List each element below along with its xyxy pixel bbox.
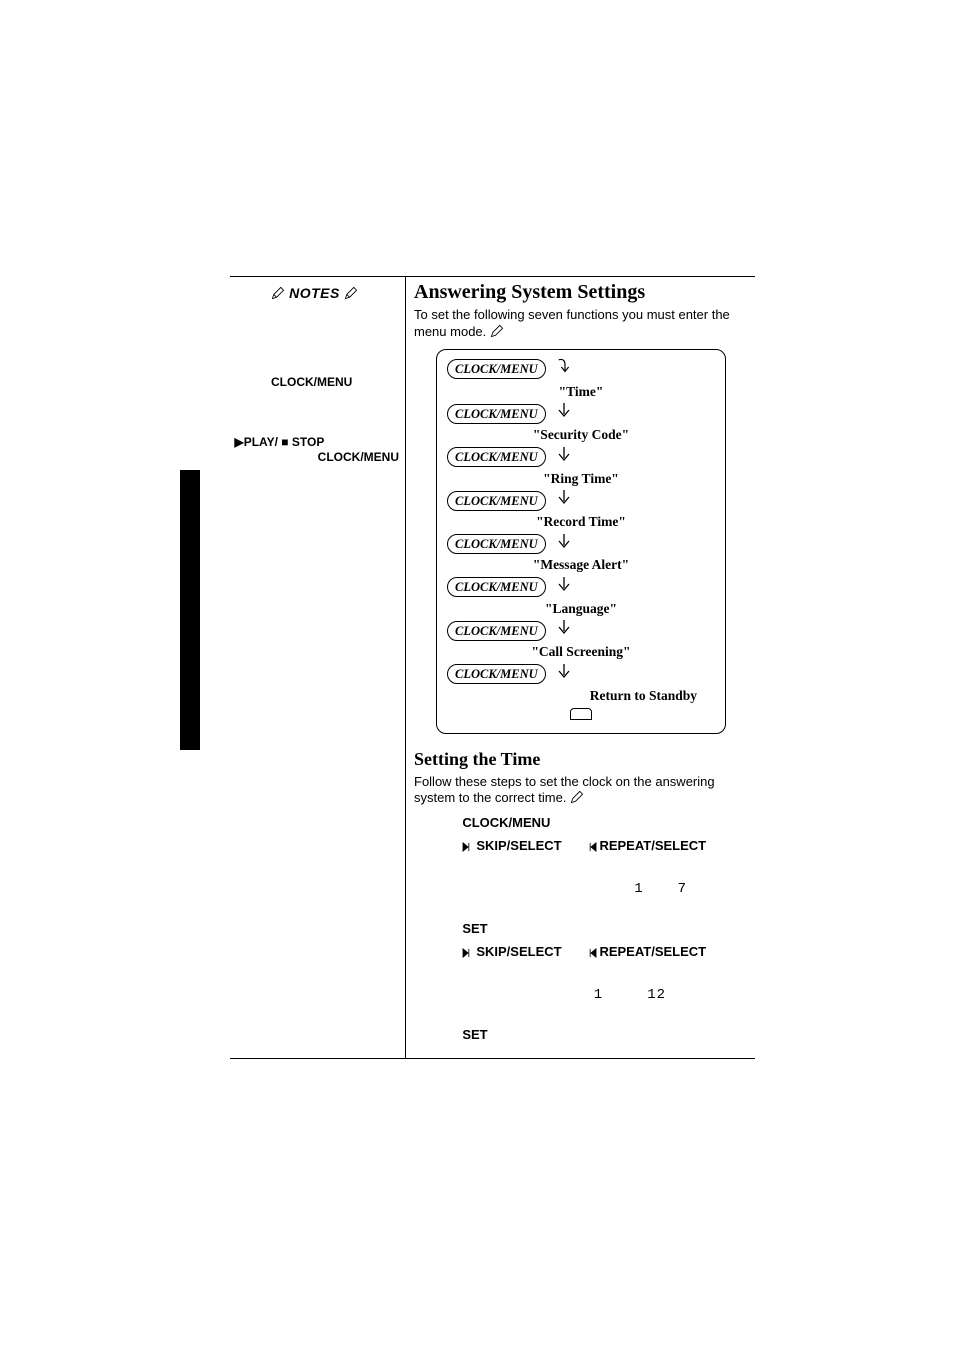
- flow-step-label: "Time": [447, 383, 715, 401]
- clock-menu-pill: CLOCK/MENU: [447, 621, 546, 641]
- pen-icon: [344, 286, 358, 305]
- step5-skip-select: SKIP/SELECT: [462, 944, 565, 959]
- skip-icon: [462, 946, 474, 963]
- step6-seg-a: 1: [594, 987, 603, 1003]
- flow-row: CLOCK/MENU: [447, 446, 715, 469]
- flow-row: CLOCK/MENU: [447, 357, 715, 382]
- step1-clock-menu: CLOCK/MENU: [462, 815, 550, 830]
- flow-row: CLOCK/MENU: [447, 576, 715, 599]
- section2-intro-text: Follow these steps to set the clock on t…: [414, 774, 715, 806]
- heading-answering-system-settings: Answering System Settings: [414, 279, 755, 305]
- page-frame: NOTES xx xx x xx xx x xx x xx x xx xx xx…: [230, 276, 755, 1059]
- flow-row: CLOCK/MENU: [447, 663, 715, 686]
- repeat-icon: [585, 946, 597, 963]
- skip-icon: [462, 840, 474, 857]
- step3-seg-b: 7: [678, 881, 687, 897]
- step5-repeat-select: REPEAT/SELECT: [585, 944, 709, 959]
- flow-step-label: "Security Code": [447, 426, 715, 444]
- step-3: x x x x x x x x x x x x x x x x x x x x …: [432, 880, 755, 915]
- flow-step-label: "Call Screening": [447, 643, 715, 661]
- down-arrow-icon: [556, 619, 572, 642]
- step3-seg-a: 1: [634, 881, 643, 897]
- step4-set: SET: [462, 921, 487, 936]
- section1-intro-text: To set the following seven functions you…: [414, 307, 730, 339]
- down-arrow-icon: [556, 446, 572, 469]
- down-arrow-icon: [556, 533, 572, 556]
- step2-repeat-select: REPEAT/SELECT: [585, 838, 709, 853]
- hook-arrow-icon: [556, 357, 574, 382]
- notes-clock-menu: CLOCK/MENU: [271, 375, 352, 389]
- flow-row: CLOCK/MENU: [447, 533, 715, 556]
- flow-row: CLOCK/MENU: [447, 402, 715, 425]
- step7-set: SET: [462, 1027, 487, 1042]
- side-tab: [180, 470, 200, 750]
- repeat-icon: [585, 840, 597, 857]
- clock-menu-pill: CLOCK/MENU: [447, 534, 546, 554]
- clock-menu-pill: CLOCK/MENU: [447, 404, 546, 424]
- step-6: x x x x x x x x x x x x x x x x 1 x x x …: [432, 986, 755, 1021]
- notes-column: NOTES xx xx x xx xx x xx x xx x xx xx xx…: [230, 277, 406, 1058]
- heading-setting-the-time: Setting the Time: [414, 748, 755, 771]
- clock-menu-pill: CLOCK/MENU: [447, 447, 546, 467]
- down-arrow-icon: [556, 402, 572, 425]
- section1-intro: To set the following seven functions you…: [414, 307, 755, 343]
- flow-step-label: "Ring Time": [447, 470, 715, 488]
- clock-menu-pill: CLOCK/MENU: [447, 359, 546, 379]
- clock-menu-pill: CLOCK/MENU: [447, 491, 546, 511]
- flow-step-label: "Record Time": [447, 513, 715, 531]
- section2-intro: Follow these steps to set the clock on t…: [414, 774, 755, 810]
- pen-icon: [490, 324, 504, 343]
- notes-clock-menu-2: CLOCK/MENU: [318, 450, 399, 464]
- clock-menu-pill: CLOCK/MENU: [447, 577, 546, 597]
- return-box-icon: [570, 708, 592, 720]
- step-2: x x x SKIP/SELECT x x REPEAT/SELECT x x …: [432, 838, 755, 874]
- clock-menu-pill: CLOCK/MENU: [447, 664, 546, 684]
- step-4: x x x SET x x x x x x x x x x x x x x x: [432, 921, 755, 938]
- flow-step-label: "Language": [447, 600, 715, 618]
- notes-heading: NOTES: [230, 285, 399, 305]
- step-1: x x x CLOCK/MENU x x x x x x x x x x x x…: [432, 815, 755, 832]
- flow-return-box-row: [447, 706, 715, 725]
- down-arrow-icon: [556, 576, 572, 599]
- flow-step-label: "Message Alert": [447, 556, 715, 574]
- flow-row: CLOCK/MENU: [447, 489, 715, 512]
- main-column: Answering System Settings To set the fol…: [406, 277, 755, 1058]
- flow-row: CLOCK/MENU: [447, 619, 715, 642]
- notes-play-stop: ▶PLAY/ ■ STOP: [234, 435, 324, 449]
- step-7: x x x SET x x x x x x x x x x x x x: [432, 1027, 755, 1044]
- menu-flowchart: CLOCK/MENU "Time" CLOCK/MENU "Security C…: [436, 349, 726, 734]
- down-arrow-icon: [556, 489, 572, 512]
- pen-icon: [570, 790, 584, 809]
- step-5: x x x SKIP/SELECT x x REPEAT/SELECT x x …: [432, 944, 755, 980]
- flow-return-label: Return to Standby: [447, 687, 715, 705]
- notes-para-1: xx xx x xx xx x xx x xx x xx xx xx x xx …: [230, 315, 399, 540]
- step6-seg-b: 12: [647, 987, 666, 1003]
- step2-skip-select: SKIP/SELECT: [462, 838, 565, 853]
- pen-icon: [271, 286, 285, 305]
- setting-time-steps: x x x CLOCK/MENU x x x x x x x x x x x x…: [414, 815, 755, 1043]
- down-arrow-icon: [556, 663, 572, 686]
- notes-title-text: NOTES: [289, 285, 340, 301]
